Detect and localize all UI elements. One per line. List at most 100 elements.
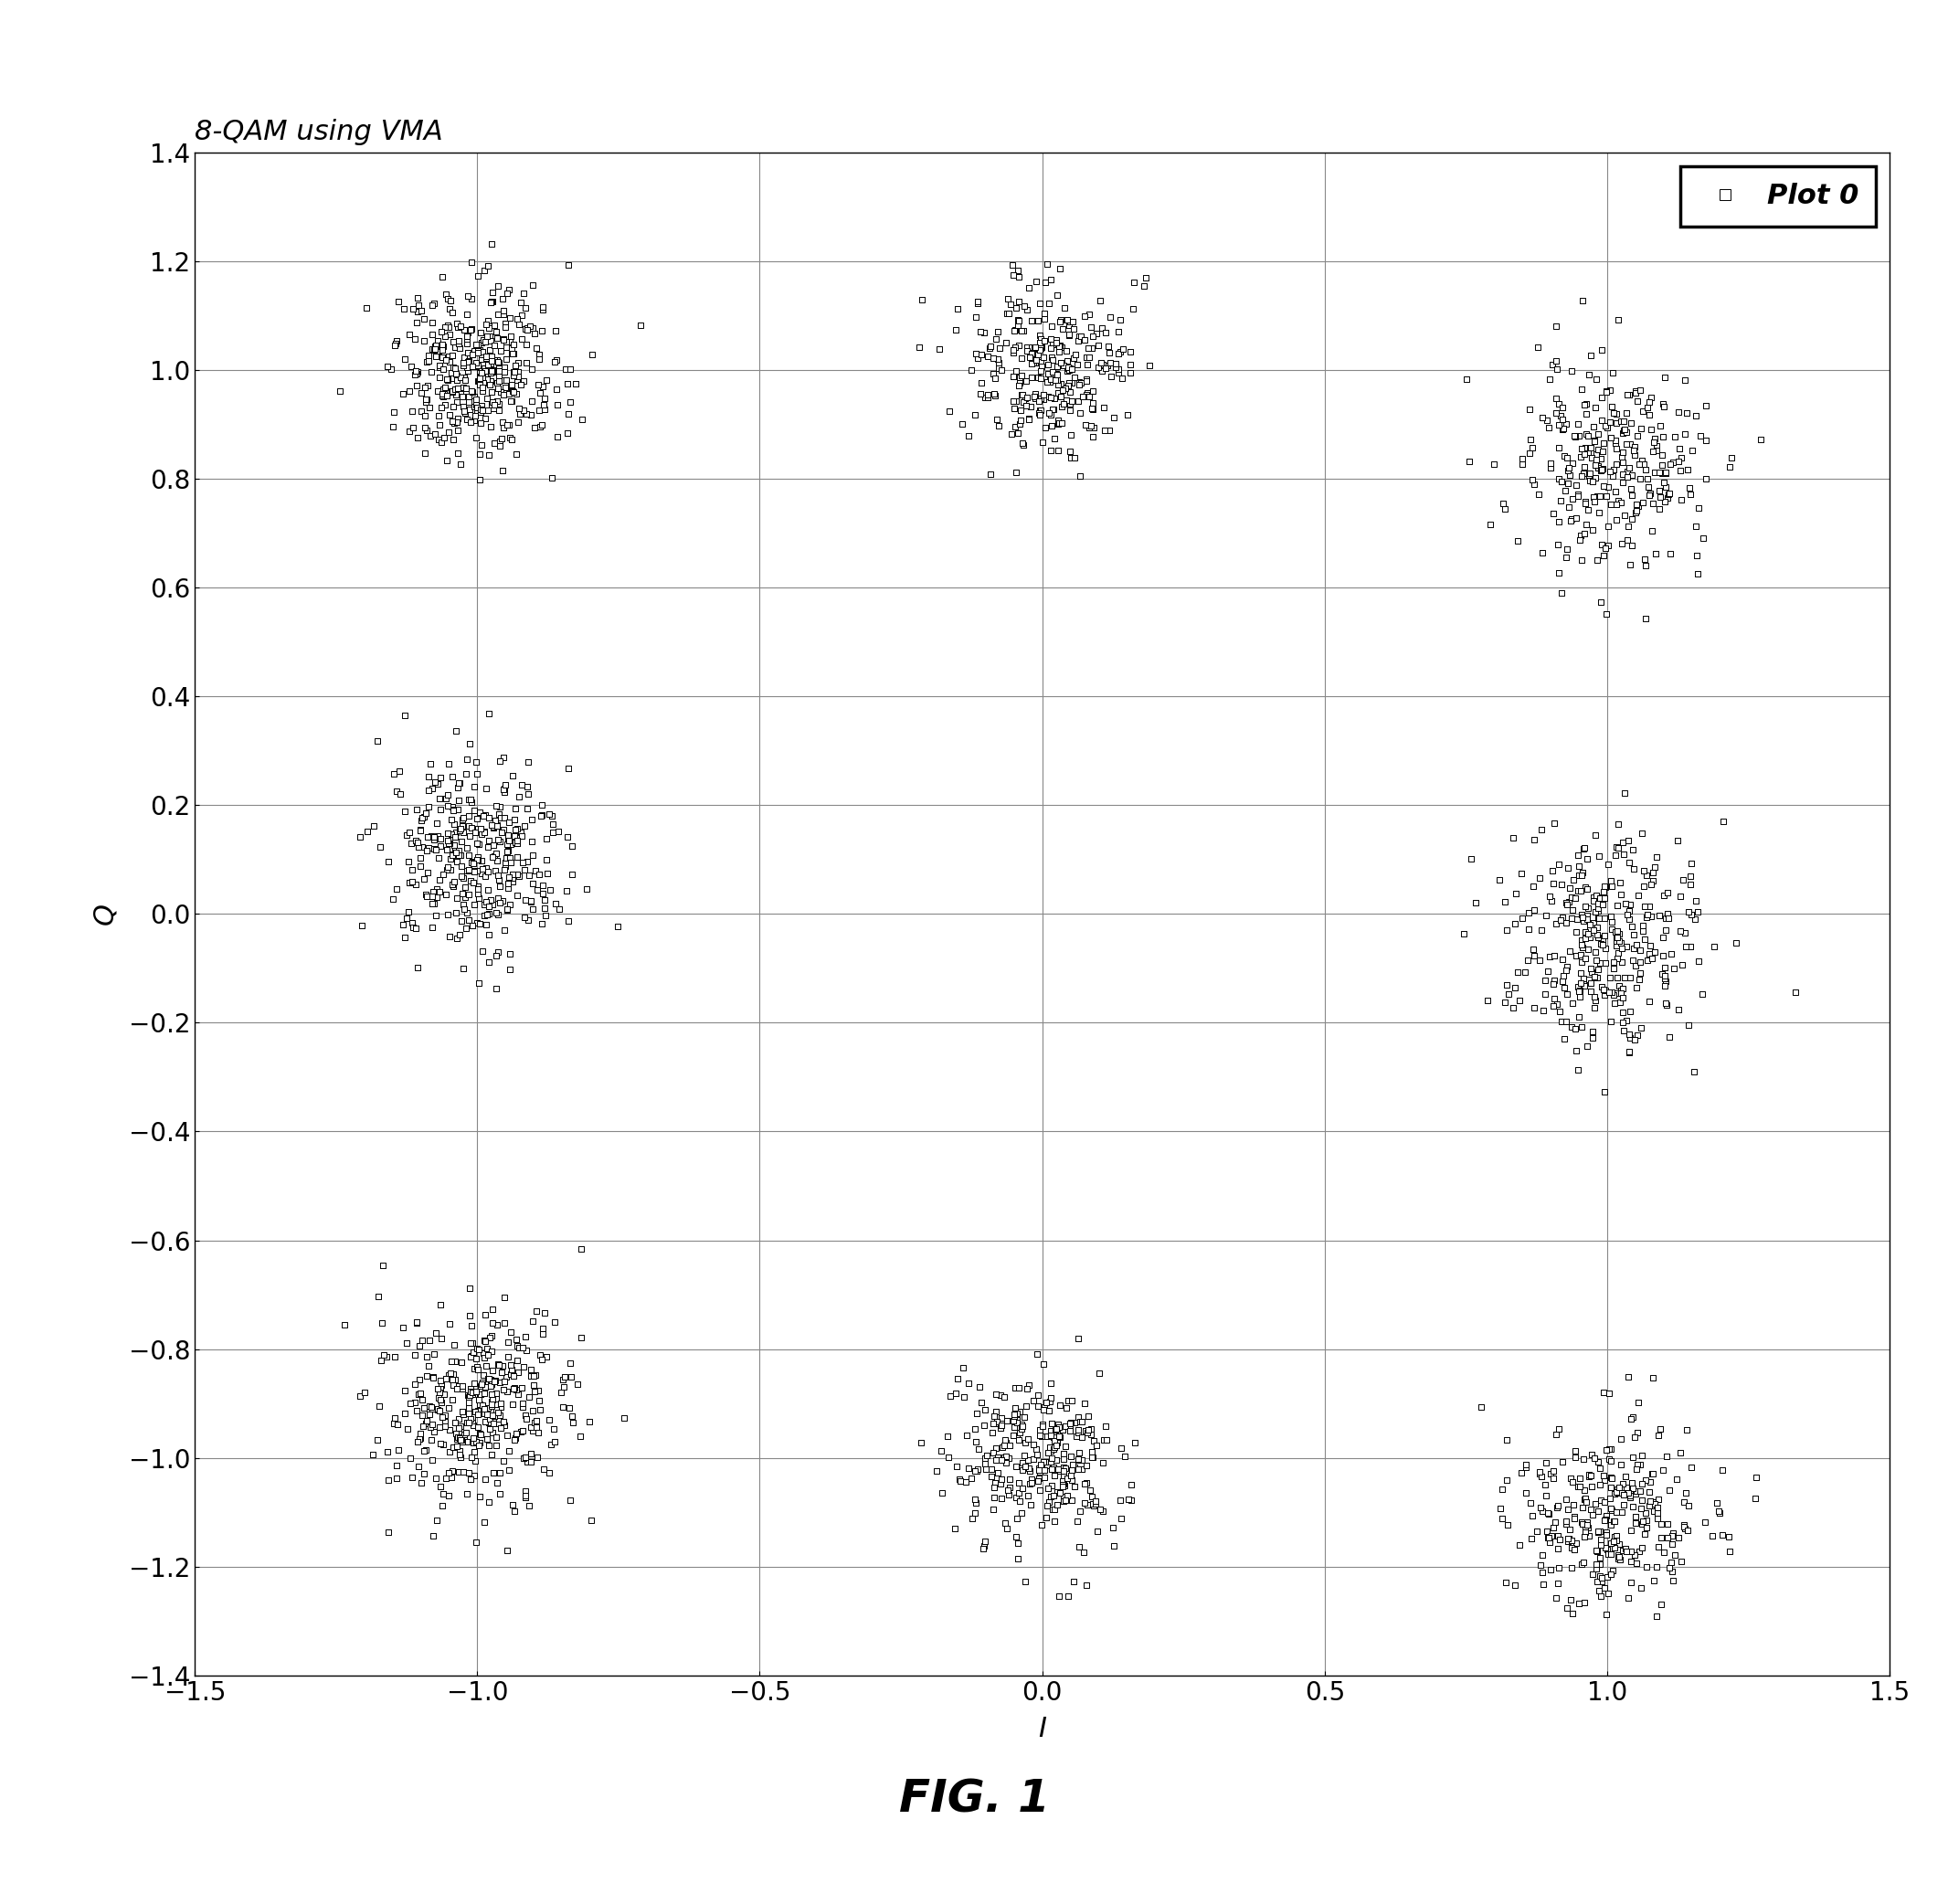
Point xyxy=(1615,889,1646,920)
Point xyxy=(1066,1407,1097,1438)
Point xyxy=(1588,470,1619,501)
Point xyxy=(972,1439,1003,1470)
Point xyxy=(434,1438,466,1468)
Point xyxy=(1001,1504,1032,1535)
Point xyxy=(446,906,477,937)
Point xyxy=(489,1367,520,1398)
Point xyxy=(432,824,464,855)
Point xyxy=(1562,971,1593,1002)
Point xyxy=(993,1443,1025,1474)
Point xyxy=(1572,1458,1603,1489)
Point xyxy=(477,354,508,385)
Point xyxy=(1607,1497,1638,1527)
Point xyxy=(1023,1380,1054,1411)
Point xyxy=(1592,849,1623,880)
Point xyxy=(978,1438,1009,1468)
Point xyxy=(1551,409,1582,440)
Point xyxy=(1586,1563,1617,1594)
Point xyxy=(1570,916,1601,946)
Point xyxy=(442,773,473,803)
Point xyxy=(411,1342,442,1373)
Point xyxy=(407,832,438,863)
Point xyxy=(1048,1470,1079,1500)
Point xyxy=(1590,1519,1621,1550)
Point xyxy=(1586,1516,1617,1546)
Point xyxy=(1562,1055,1593,1085)
Point xyxy=(1510,1478,1541,1508)
Point xyxy=(495,889,526,920)
Point xyxy=(1506,902,1537,933)
Point xyxy=(1054,352,1085,383)
Point xyxy=(953,1453,984,1483)
Point xyxy=(444,1422,475,1453)
Point xyxy=(1613,510,1644,541)
Point xyxy=(392,821,423,851)
Point xyxy=(409,1458,440,1489)
Point xyxy=(419,767,450,798)
Point xyxy=(1044,1411,1075,1441)
Point xyxy=(1116,1485,1147,1516)
Point xyxy=(1613,379,1644,409)
Point xyxy=(1578,885,1609,916)
Point xyxy=(1572,904,1603,935)
Point xyxy=(1629,1519,1660,1550)
Point xyxy=(547,1363,579,1394)
Point xyxy=(1044,407,1075,438)
Point xyxy=(1675,901,1706,931)
Point xyxy=(506,1333,538,1363)
Point xyxy=(1029,1392,1060,1422)
Point xyxy=(473,322,505,352)
Point xyxy=(456,786,487,817)
Point xyxy=(1029,1447,1060,1478)
Point xyxy=(1564,421,1595,451)
Point xyxy=(425,1289,456,1319)
Point xyxy=(1664,916,1695,946)
Point xyxy=(452,280,483,310)
Point xyxy=(1069,1487,1101,1517)
Point xyxy=(1017,362,1048,392)
Point xyxy=(479,840,510,870)
Point xyxy=(468,1339,499,1369)
Point xyxy=(462,758,493,788)
Point xyxy=(1615,1516,1646,1546)
Point xyxy=(968,1531,999,1561)
Point xyxy=(524,339,555,369)
Point xyxy=(448,878,479,908)
Point xyxy=(1040,358,1071,388)
Point xyxy=(1580,440,1611,470)
Point xyxy=(984,411,1015,442)
Point xyxy=(469,1508,501,1538)
Point xyxy=(499,1373,530,1403)
Point xyxy=(980,1398,1011,1428)
Point xyxy=(1623,1021,1654,1051)
Point xyxy=(1619,497,1650,527)
Point xyxy=(429,331,460,362)
Point xyxy=(1671,398,1703,428)
Point xyxy=(1543,388,1574,419)
Point xyxy=(1069,1415,1101,1445)
Point xyxy=(1650,916,1681,946)
Point xyxy=(1516,465,1547,495)
Point xyxy=(464,366,495,396)
Point xyxy=(1619,1502,1650,1533)
Point xyxy=(495,371,526,402)
Point xyxy=(532,364,563,394)
Point xyxy=(545,1377,577,1407)
Point xyxy=(481,1384,512,1415)
Point xyxy=(425,392,456,423)
Point xyxy=(503,1331,534,1361)
Point xyxy=(1015,343,1046,373)
Point xyxy=(425,1428,456,1458)
Point xyxy=(427,263,458,293)
Point xyxy=(1601,398,1632,428)
Point xyxy=(432,790,464,821)
Point xyxy=(503,861,534,891)
Point xyxy=(518,1396,549,1426)
Point xyxy=(1541,1493,1572,1523)
Point xyxy=(1007,430,1038,461)
Point xyxy=(452,1426,483,1457)
Point xyxy=(417,1394,448,1424)
Point xyxy=(1011,335,1042,366)
Point xyxy=(1601,925,1632,956)
Point xyxy=(380,326,411,356)
